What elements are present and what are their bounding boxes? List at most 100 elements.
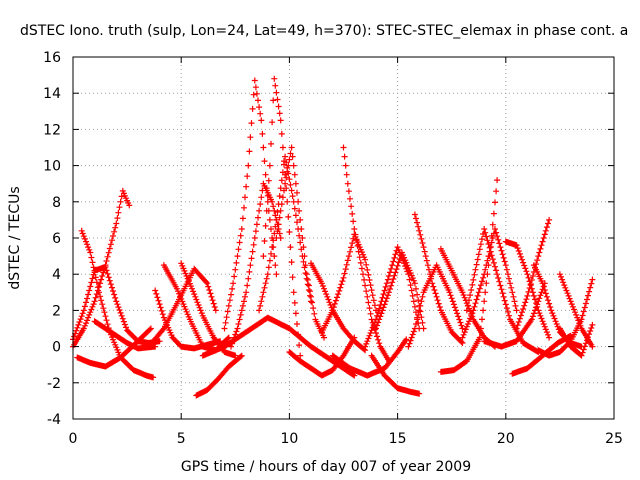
data-point <box>299 355 301 357</box>
series-arc-07 <box>160 262 232 354</box>
data-point <box>526 273 529 275</box>
chart-title: dSTEC Iono. truth (sulp, Lon=24, Lat=49,… <box>20 23 628 39</box>
data-point <box>384 374 386 377</box>
data-point <box>145 374 148 377</box>
data-point <box>397 246 399 248</box>
data-point <box>241 228 243 230</box>
x-tick-label: 20 <box>497 431 515 447</box>
data-point <box>115 222 117 225</box>
data-point <box>407 273 410 275</box>
data-point <box>271 201 273 203</box>
data-point <box>215 309 217 311</box>
data-point <box>366 374 368 377</box>
series-arc-19 <box>318 231 379 336</box>
data-point <box>306 273 308 275</box>
data-point <box>509 318 511 321</box>
data-point <box>500 346 503 348</box>
data-point <box>286 201 288 203</box>
data-point <box>537 309 539 311</box>
data-point <box>321 282 323 284</box>
series-arc-26 <box>411 211 466 346</box>
data-point <box>191 288 193 290</box>
data-point <box>531 318 533 321</box>
data-point <box>323 336 325 339</box>
data-point <box>284 183 286 185</box>
data-point <box>158 340 161 342</box>
data-point <box>223 346 226 348</box>
data-point <box>516 340 518 342</box>
data-point <box>349 367 351 369</box>
data-point <box>260 119 262 121</box>
data-point <box>401 251 403 254</box>
data-point <box>371 355 373 357</box>
data-point <box>483 228 485 230</box>
data-point <box>321 331 323 333</box>
data-point <box>332 360 334 362</box>
series-markers <box>145 265 219 350</box>
y-tick-label: 10 <box>43 159 61 175</box>
data-point <box>137 340 139 342</box>
x-axis-label: GPS time / hours of day 007 of year 2009 <box>181 459 471 475</box>
x-tick-label: 25 <box>605 431 623 447</box>
y-tick-label: 4 <box>52 267 61 283</box>
data-point <box>362 273 364 275</box>
series-markers <box>193 352 245 399</box>
series-arc-27 <box>437 245 498 350</box>
data-point <box>280 237 282 239</box>
data-point <box>580 327 583 330</box>
series-markers <box>160 262 232 354</box>
data-point <box>321 374 323 377</box>
data-point <box>150 327 152 330</box>
y-tick-label: 16 <box>43 50 61 66</box>
series-arc-12 <box>221 77 280 332</box>
y-tick-label: -2 <box>47 376 61 392</box>
data-point <box>202 315 204 317</box>
data-point <box>299 360 301 362</box>
data-point <box>537 349 539 351</box>
data-point <box>414 327 416 330</box>
data-point <box>451 331 453 333</box>
series-markers <box>308 260 369 354</box>
data-point <box>275 273 278 275</box>
data-point <box>267 317 269 319</box>
data-point <box>89 251 91 254</box>
series-arc-24 <box>368 352 423 397</box>
y-tick-label: 8 <box>52 195 61 211</box>
data-point <box>440 371 442 373</box>
data-point <box>241 355 243 357</box>
series-arc-10 <box>193 352 245 399</box>
series-arc-05 <box>91 318 159 352</box>
data-point <box>290 146 293 149</box>
series-arc-15 <box>273 144 327 341</box>
series-arc-37 <box>556 271 596 350</box>
data-point <box>245 331 247 333</box>
data-point <box>371 318 373 321</box>
y-tick-label: -4 <box>47 412 61 428</box>
data-point <box>297 201 299 203</box>
data-point <box>409 391 412 393</box>
series-markers <box>530 262 585 350</box>
series-arc-32 <box>502 238 553 341</box>
data-point <box>280 119 282 121</box>
data-point <box>559 327 561 330</box>
data-point <box>115 300 117 302</box>
data-point <box>288 327 290 330</box>
series-markers <box>368 352 423 397</box>
data-point <box>293 291 295 293</box>
data-point <box>180 346 182 348</box>
data-point <box>448 291 451 293</box>
data-point <box>342 355 345 357</box>
data-point <box>353 340 355 342</box>
data-point <box>440 248 442 250</box>
data-point <box>94 320 96 322</box>
data-point <box>245 291 247 293</box>
data-point <box>440 309 442 311</box>
data-point <box>193 347 195 350</box>
data-point <box>254 79 256 82</box>
data-point <box>496 273 498 275</box>
data-point <box>570 335 572 337</box>
data-point <box>570 346 572 348</box>
data-point <box>83 327 85 330</box>
data-point <box>414 213 416 216</box>
